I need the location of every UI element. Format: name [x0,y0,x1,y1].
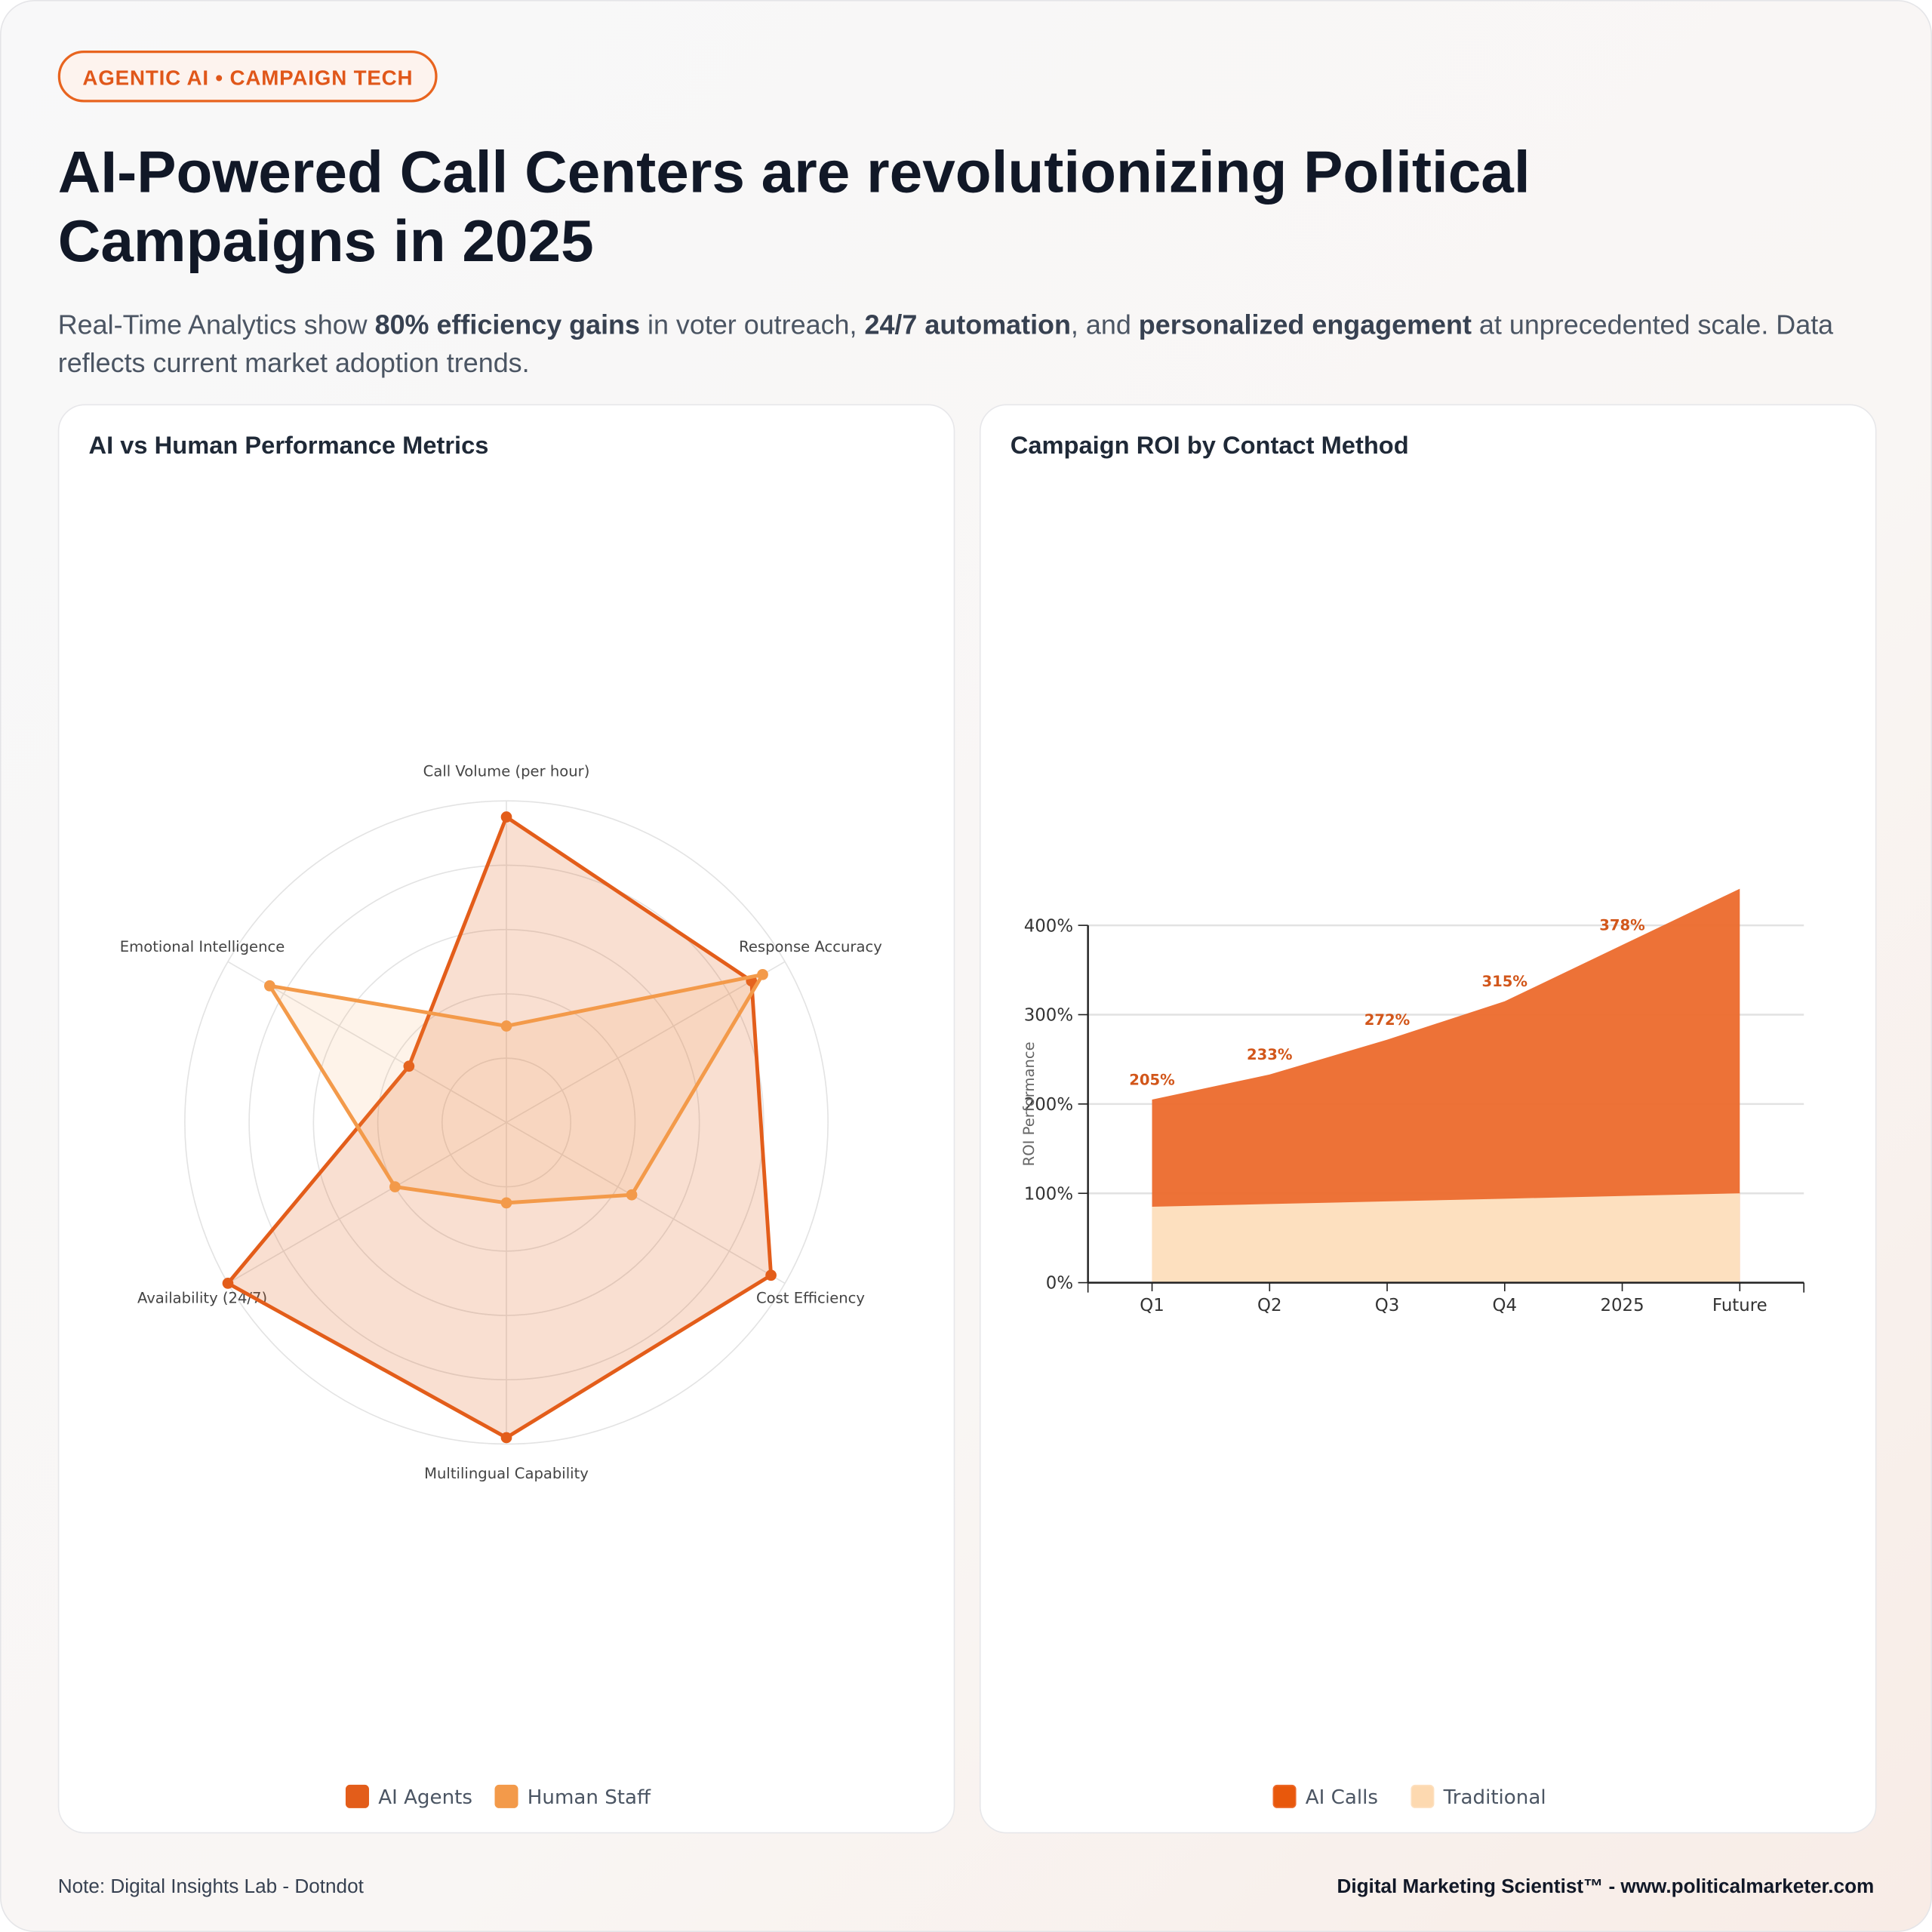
x-tick-label: Q4 [1493,1296,1518,1315]
subtitle-bold: 80% efficiency gains [374,309,640,340]
radar-point [500,1432,512,1444]
radar-point [500,1197,512,1209]
subtitle-text: Real-Time Analytics show [57,309,375,340]
legend-label: Traditional [1443,1786,1546,1809]
axis-label: Cost Efficiency [756,1290,865,1307]
radar-point [500,1020,512,1032]
spoke [227,1121,507,1284]
legend-label: Human Staff [528,1786,651,1809]
legend-swatch [494,1784,518,1808]
axis-label: Emotional Intelligence [120,938,285,955]
radar-point [765,1269,777,1281]
footer-note: Note: Digital Insights Lab - Dotndot [57,1876,364,1898]
value-label: 315% [1482,973,1527,990]
radar-point [500,811,512,823]
y-tick-label: 400% [1024,916,1073,936]
axis-label: Availability (24/7) [137,1290,267,1307]
area [1152,1193,1740,1283]
value-label: 272% [1364,1011,1410,1029]
radar-point [757,968,768,980]
panel-title: AI vs Human Performance Metrics [88,432,489,460]
x-tick-label: 2025 [1600,1296,1644,1315]
footer-credit: Digital Marketing Scientist™ - www.polit… [1337,1876,1875,1898]
radar-point [626,1189,638,1201]
radar-point [403,1060,415,1072]
legend-label: AI Calls [1306,1786,1378,1809]
axis-label: Response Accuracy [739,938,882,955]
subtitle-bold: 24/7 automation [864,309,1071,340]
axis-label: Call Volume (per hour) [423,763,590,780]
axis-label: Multilingual Capability [424,1465,589,1482]
subtitle-text: , and [1070,309,1139,340]
legend-swatch [345,1784,369,1808]
value-label: 233% [1247,1046,1292,1063]
subtitle-bold: personalized engagement [1138,309,1472,340]
y-tick-label: 0% [1046,1274,1073,1294]
subtitle-text: in voter outreach, [639,309,865,340]
y-axis-label: ROI Performance [1020,1041,1038,1166]
title: AI-Powered Call Centers are revolutioniz… [57,140,1531,275]
x-tick-label: Q2 [1257,1296,1282,1315]
y-tick-label: 200% [1024,1095,1073,1115]
panel-title: Campaign ROI by Contact Method [1010,432,1409,460]
x-tick-label: Q1 [1140,1296,1164,1315]
radar-point [263,980,275,992]
x-tick-label: Future [1712,1296,1767,1315]
legend-label: AI Agents [378,1786,472,1809]
subtitle: Real-Time Analytics show 80% efficiency … [58,306,1881,382]
spoke [506,1121,786,1284]
tag: AGENTIC AI • CAMPAIGN TECH [57,50,438,103]
radar-point [389,1181,401,1192]
y-tick-label: 300% [1024,1006,1073,1026]
subtitle-text: at unprecedented scale. Data reflects cu… [57,309,1834,379]
spoke [506,961,786,1124]
value-label: 378% [1599,917,1644,934]
legend-swatch [1272,1784,1297,1808]
x-tick-label: Q3 [1375,1296,1400,1315]
area [1152,888,1740,1283]
value-label: 205% [1129,1071,1174,1088]
radar-point [222,1278,234,1289]
legend-swatch [1411,1784,1435,1808]
y-tick-label: 100% [1024,1184,1073,1204]
